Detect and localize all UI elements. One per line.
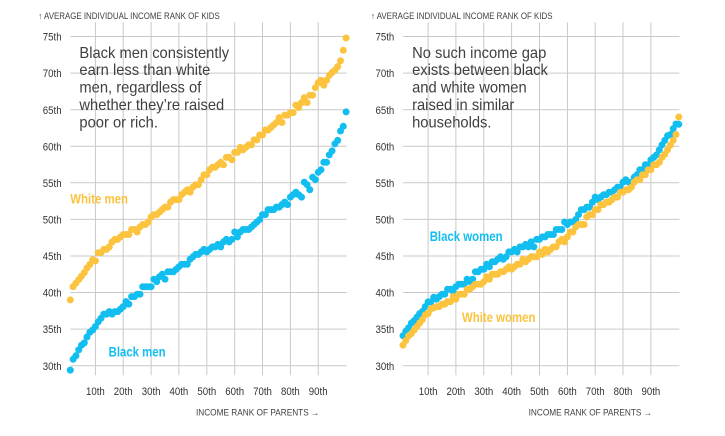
svg-text:75th: 75th: [43, 31, 62, 44]
svg-text:65th: 65th: [376, 104, 395, 117]
svg-text:40th: 40th: [43, 287, 62, 300]
svg-text:50th: 50th: [376, 214, 395, 227]
svg-text:households.: households.: [412, 114, 491, 131]
svg-text:men, regardless of: men, regardless of: [79, 79, 202, 96]
svg-text:10th: 10th: [86, 385, 105, 398]
svg-text:Black men: Black men: [109, 344, 166, 359]
svg-text:50th: 50th: [530, 385, 549, 398]
svg-text:90th: 90th: [309, 385, 328, 398]
svg-text:90th: 90th: [642, 385, 661, 398]
svg-text:whether they’re raised: whether they’re raised: [78, 97, 224, 114]
svg-text:40th: 40th: [502, 385, 521, 398]
svg-text:60th: 60th: [225, 385, 244, 398]
svg-text:raised in similar: raised in similar: [412, 97, 514, 114]
svg-text:Black men consistently: Black men consistently: [79, 45, 229, 62]
svg-text:55th: 55th: [376, 177, 395, 190]
svg-text:10th: 10th: [419, 385, 438, 398]
svg-text:45th: 45th: [43, 250, 62, 263]
svg-text:55th: 55th: [43, 177, 62, 190]
svg-text:20th: 20th: [447, 385, 466, 398]
svg-text:↑ AVERAGE INDIVIDUAL INCOME RA: ↑ AVERAGE INDIVIDUAL INCOME RANK OF KIDS: [371, 11, 553, 22]
svg-text:White men: White men: [70, 192, 128, 207]
svg-text:Black women: Black women: [430, 229, 503, 244]
svg-text:30th: 30th: [376, 360, 395, 373]
svg-text:30th: 30th: [474, 385, 493, 398]
svg-text:No such income gap: No such income gap: [412, 45, 546, 62]
svg-text:30th: 30th: [142, 385, 161, 398]
svg-text:INCOME RANK OF PARENTS →: INCOME RANK OF PARENTS →: [529, 407, 652, 417]
svg-text:earn less than white: earn less than white: [79, 62, 210, 79]
svg-text:↑ AVERAGE INDIVIDUAL INCOME RA: ↑ AVERAGE INDIVIDUAL INCOME RANK OF KIDS: [38, 11, 220, 22]
svg-text:70th: 70th: [586, 385, 605, 398]
svg-text:poor or rich.: poor or rich.: [79, 114, 158, 131]
svg-text:30th: 30th: [43, 360, 62, 373]
svg-text:80th: 80th: [281, 385, 300, 398]
svg-text:50th: 50th: [43, 214, 62, 227]
svg-text:70th: 70th: [43, 67, 62, 80]
svg-text:45th: 45th: [376, 250, 395, 263]
svg-text:and white women: and white women: [412, 79, 527, 96]
svg-text:20th: 20th: [114, 385, 133, 398]
svg-text:40th: 40th: [376, 287, 395, 300]
svg-text:75th: 75th: [376, 31, 395, 44]
svg-text:60th: 60th: [43, 141, 62, 154]
svg-text:60th: 60th: [376, 141, 395, 154]
svg-text:INCOME RANK OF PARENTS →: INCOME RANK OF PARENTS →: [196, 407, 319, 417]
svg-text:40th: 40th: [170, 385, 189, 398]
svg-text:60th: 60th: [558, 385, 577, 398]
svg-text:65th: 65th: [43, 104, 62, 117]
svg-text:70th: 70th: [253, 385, 272, 398]
svg-text:35th: 35th: [376, 323, 395, 336]
svg-text:50th: 50th: [197, 385, 216, 398]
svg-text:70th: 70th: [376, 67, 395, 80]
svg-text:exists between black: exists between black: [412, 62, 548, 79]
svg-text:White women: White women: [462, 310, 535, 325]
svg-text:80th: 80th: [614, 385, 633, 398]
svg-text:35th: 35th: [43, 323, 62, 336]
